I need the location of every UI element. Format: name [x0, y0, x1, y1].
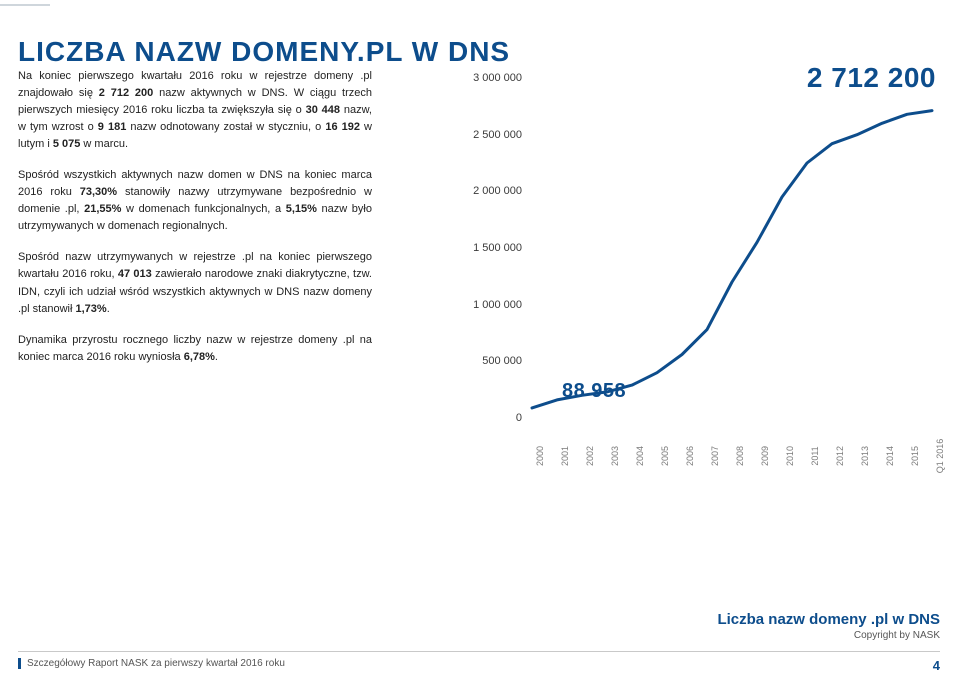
x-tick-label: 2010 — [785, 446, 795, 466]
line-chart: 2 712 200 0500 0001 000 0001 500 0002 00… — [402, 68, 942, 468]
x-tick-label: Q1 2016 — [935, 439, 945, 474]
paragraph-2: Spośród wszystkich aktywnych nazw domen … — [18, 167, 372, 235]
x-tick-label: 2007 — [710, 446, 720, 466]
x-tick-label: 2011 — [810, 446, 820, 465]
x-tick-label: 2015 — [910, 446, 920, 466]
x-tick-label: 2002 — [585, 446, 595, 466]
page-number: 4 — [933, 658, 940, 673]
x-tick-label: 2012 — [835, 446, 845, 466]
footer-text: Szczegółowy Raport NASK za pierwszy kwar… — [27, 658, 285, 669]
x-tick-label: 2009 — [760, 446, 770, 466]
chart-footer: Liczba nazw domeny .pl w DNS Copyright b… — [717, 611, 940, 641]
copyright: Copyright by NASK — [717, 630, 940, 641]
x-tick-label: 2001 — [560, 446, 570, 466]
paragraph-1: Na koniec pierwszego kwartału 2016 roku … — [18, 68, 372, 153]
x-tick-label: 2013 — [860, 446, 870, 466]
x-tick-label: 2003 — [610, 446, 620, 466]
chart-caption: Liczba nazw domeny .pl w DNS — [717, 611, 940, 628]
paragraph-3: Spośród nazw utrzymywanych w rejestrze .… — [18, 249, 372, 317]
paragraph-4: Dynamika przyrostu rocznego liczby nazw … — [18, 332, 372, 366]
x-tick-label: 2006 — [685, 446, 695, 466]
x-tick-label: 2004 — [635, 446, 645, 466]
footer-bar-icon — [18, 658, 21, 669]
x-tick-label: 2014 — [885, 446, 895, 466]
x-tick-label: 2000 — [535, 446, 545, 466]
body-text: Na koniec pierwszego kwartału 2016 roku … — [18, 68, 372, 468]
chart-start-value: 88 958 — [562, 380, 626, 403]
x-tick-label: 2008 — [735, 446, 745, 466]
x-tick-label: 2005 — [660, 446, 670, 466]
page-footer: Szczegółowy Raport NASK za pierwszy kwar… — [18, 651, 940, 673]
